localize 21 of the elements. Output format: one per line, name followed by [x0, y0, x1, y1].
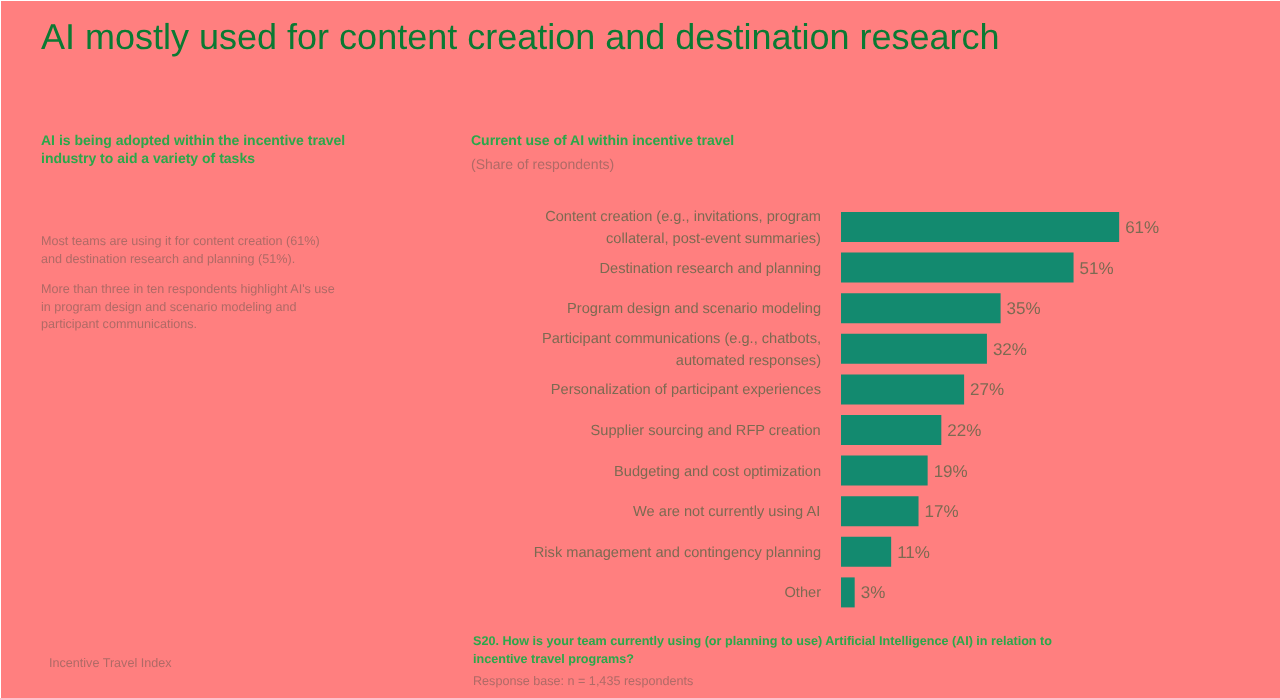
data-label: 22%	[947, 420, 983, 440]
data-label: 35%	[1006, 298, 1042, 319]
bar	[841, 212, 1120, 242]
data-label: 27%	[970, 379, 1006, 400]
bar	[841, 374, 965, 405]
text: AI mostly used for content creation and destination research	[41, 17, 1000, 57]
bar	[841, 293, 1001, 324]
bar	[841, 536, 892, 567]
data-label: 51%	[1079, 257, 1115, 278]
bar	[841, 333, 987, 364]
data-label: 19%	[933, 460, 969, 481]
bar	[841, 455, 928, 486]
data-label: 61%	[1125, 217, 1161, 237]
data-label: 32%	[992, 338, 1028, 359]
data-label: 11%	[897, 541, 931, 562]
bar	[841, 496, 919, 527]
bar	[841, 415, 942, 445]
data-label: 17%	[924, 501, 960, 522]
bar	[841, 577, 855, 608]
data-label: 3%	[860, 582, 887, 603]
bar	[841, 252, 1074, 283]
